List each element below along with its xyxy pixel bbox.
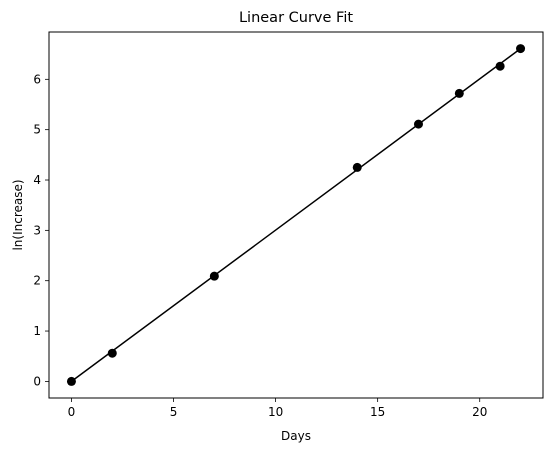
y-tick-label: 0 — [33, 374, 41, 388]
plot-area-frame — [48, 31, 544, 399]
y-tick-label: 2 — [33, 274, 41, 288]
x-tick-label: 0 — [68, 405, 76, 419]
x-axis-ticks: 0 5 10 15 20 — [68, 398, 487, 419]
data-point — [495, 61, 505, 71]
y-tick-label: 6 — [33, 72, 41, 86]
x-axis-label: Days — [281, 429, 311, 443]
y-tick-label: 3 — [33, 223, 41, 237]
data-point — [516, 44, 526, 54]
data-point — [107, 348, 117, 358]
x-tick-label: 10 — [268, 405, 283, 419]
x-tick-label: 20 — [472, 405, 487, 419]
y-axis-label: ln(Increase) — [11, 179, 25, 250]
y-tick-label: 1 — [33, 324, 41, 338]
y-axis-ticks: 0 1 2 3 4 5 6 — [33, 72, 49, 388]
chart-title: Linear Curve Fit — [239, 10, 353, 26]
x-tick-label: 5 — [170, 405, 178, 419]
y-tick-label: 5 — [33, 123, 41, 137]
fit-line — [71, 48, 521, 382]
data-point — [352, 162, 362, 172]
x-tick-label: 15 — [370, 405, 385, 419]
data-point — [209, 271, 219, 281]
data-point — [66, 376, 76, 386]
data-point — [454, 88, 464, 98]
series-layer — [66, 44, 526, 386]
data-point — [413, 119, 423, 129]
y-tick-label: 4 — [33, 173, 41, 187]
